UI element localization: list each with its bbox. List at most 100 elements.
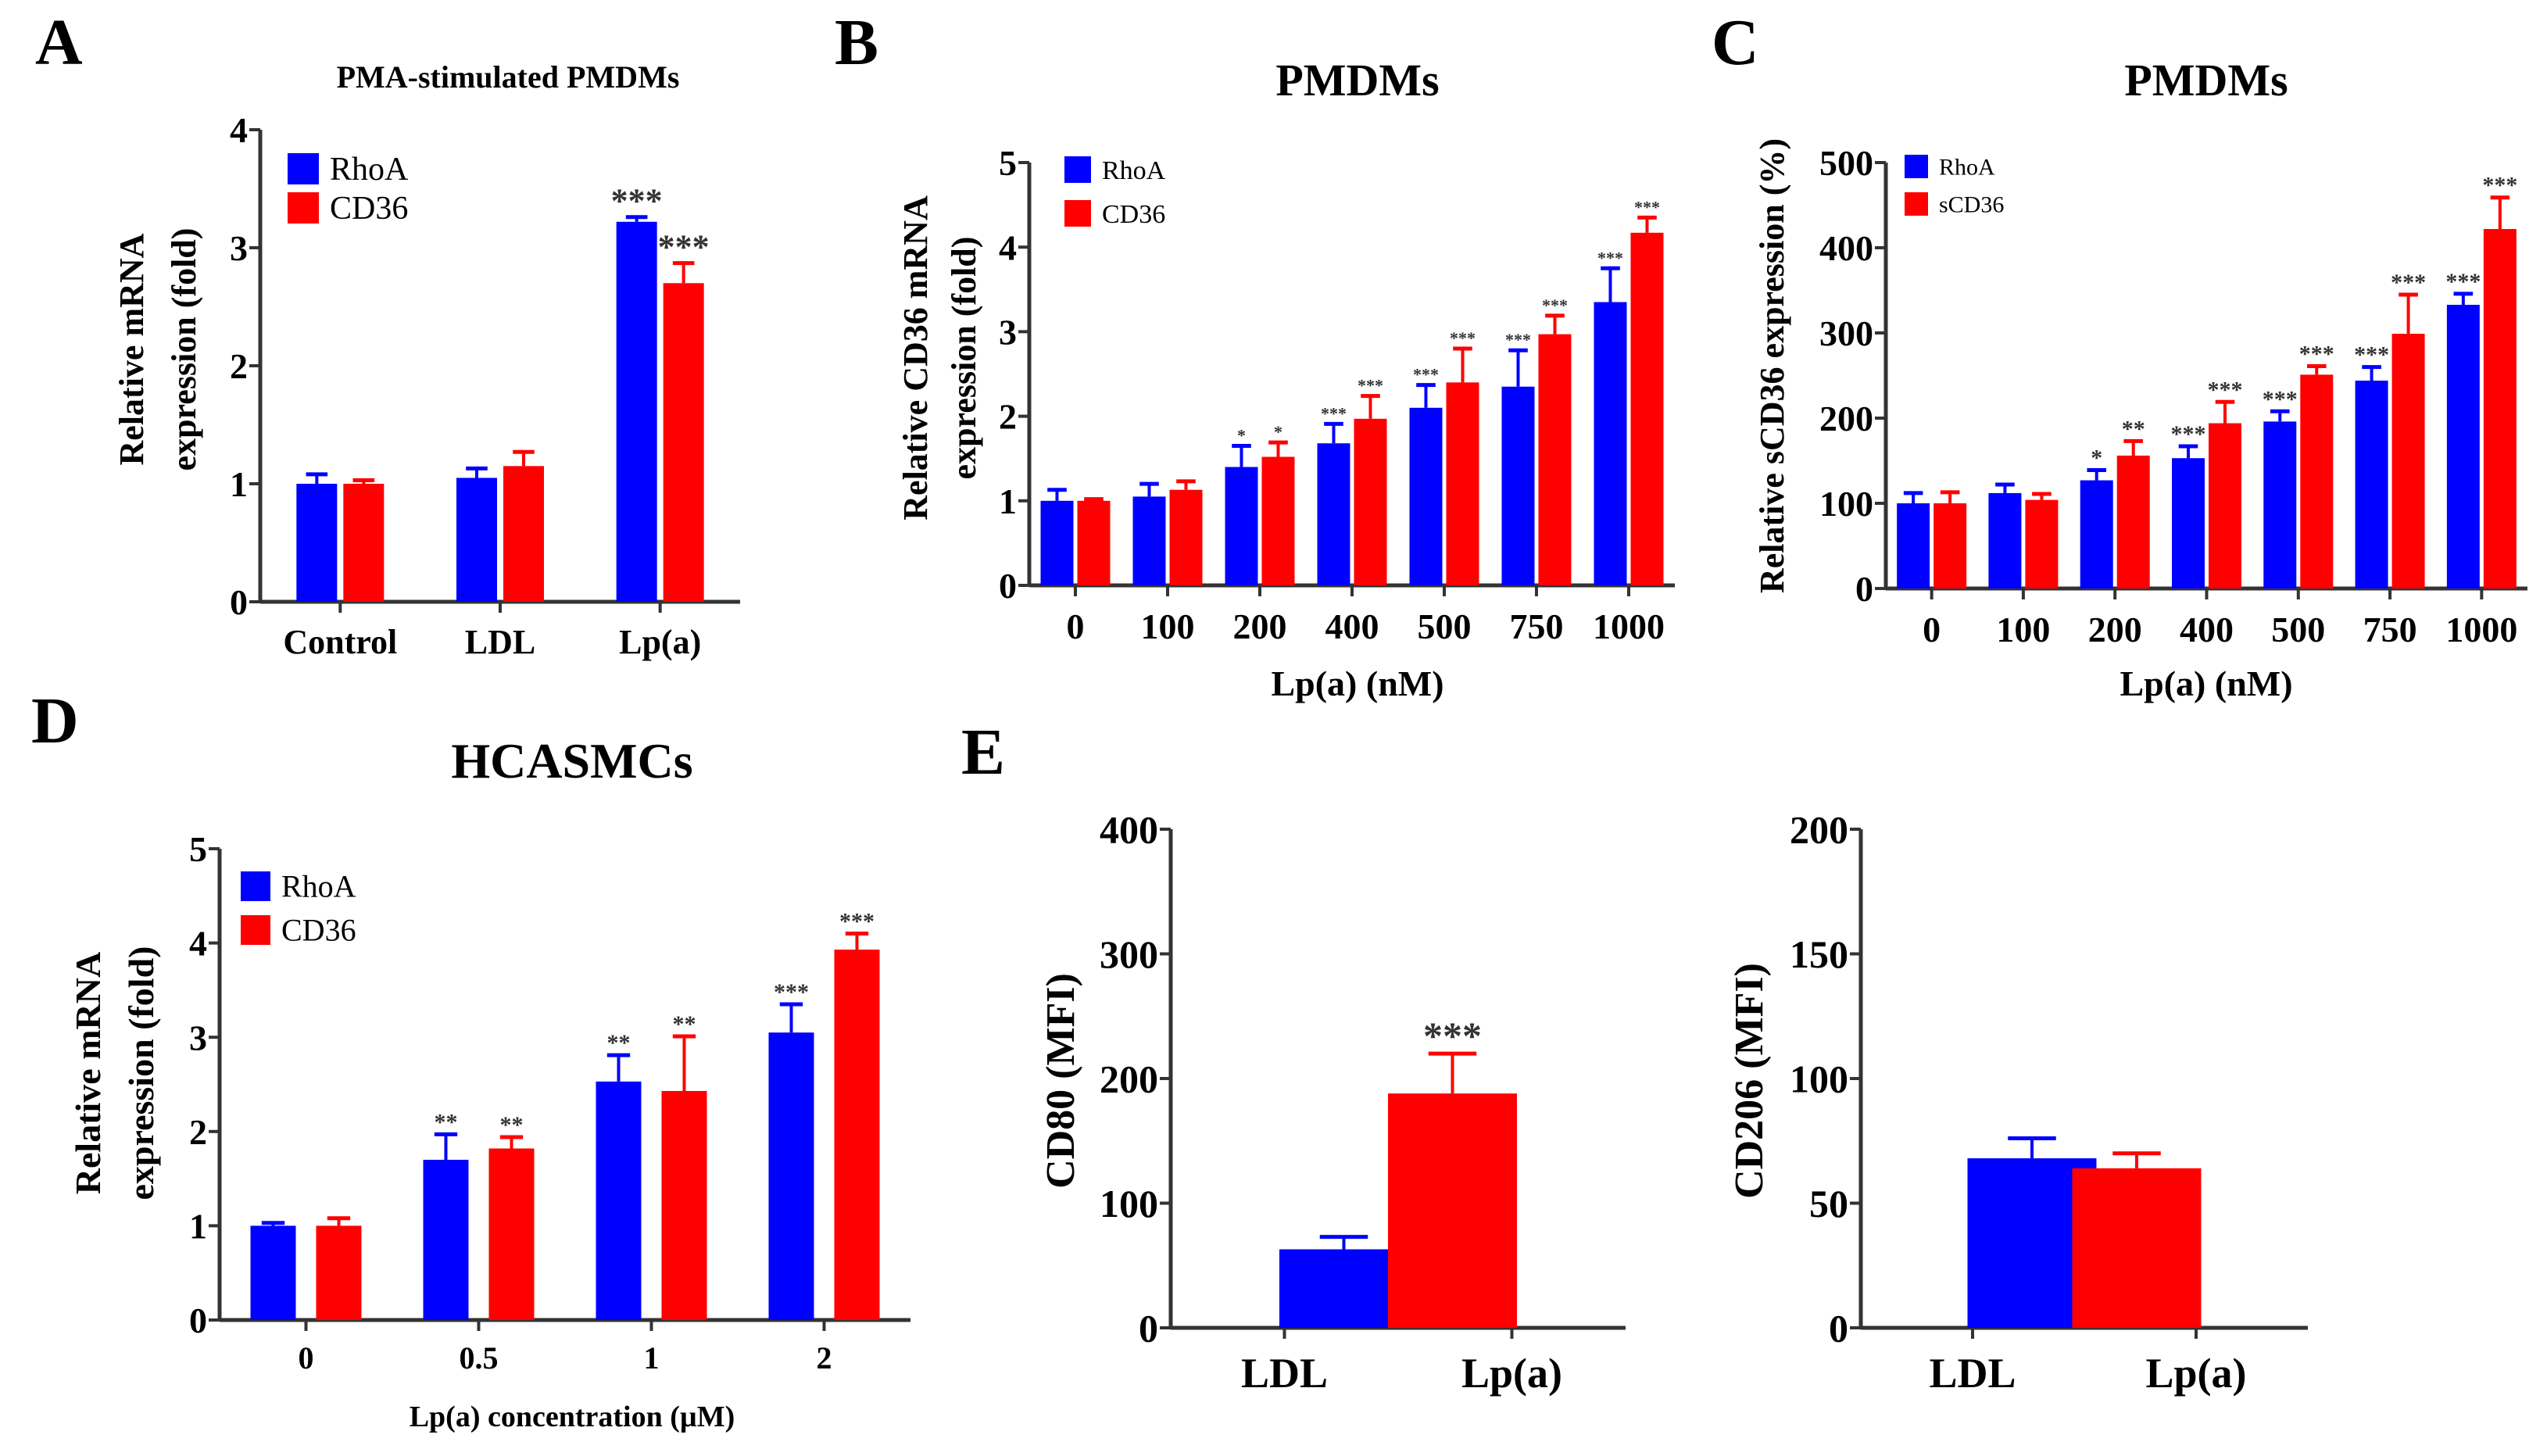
x-tick-label: 1: [644, 1340, 660, 1376]
significance-stars: **: [500, 1112, 524, 1138]
legend-swatch-rhoa: [241, 871, 270, 901]
significance-stars: **: [673, 1011, 696, 1037]
x-tick-label: 200: [2088, 610, 2142, 649]
bar-cd36: [488, 1148, 535, 1320]
x-tick-label: Control: [283, 623, 397, 661]
y-tick-label: 150: [1790, 932, 1848, 976]
y-tick-label: 5: [189, 829, 207, 869]
panel-letter: C: [1712, 6, 1759, 79]
x-tick-label: 400: [1325, 606, 1379, 646]
x-tick-label: 500: [2271, 610, 2325, 649]
bar-cd36: [1077, 500, 1111, 585]
legend-swatch-rhoa: [1064, 156, 1091, 183]
y-tick-label: 300: [1819, 313, 1873, 353]
y-tick-label: 300: [1100, 932, 1158, 976]
x-tick-label: 500: [1418, 606, 1472, 646]
y-tick-label: 2: [999, 397, 1017, 437]
bar-rhoa: [2172, 458, 2205, 588]
bar-mfi: [1279, 1249, 1408, 1328]
x-tick-label: 0.5: [460, 1340, 499, 1376]
y-tick-label: 3: [189, 1018, 207, 1057]
bar-cd36: [834, 950, 880, 1320]
y-tick-label: 400: [1100, 808, 1158, 852]
x-tick-label: 750: [2363, 610, 2417, 649]
significance-stars: ***: [611, 182, 663, 220]
bar-rhoa: [1040, 500, 1074, 585]
legend-label: RhoA: [330, 152, 409, 188]
y-tick-label: 0: [1139, 1307, 1158, 1350]
y-tick-label: 0: [189, 1300, 207, 1340]
legend-swatch-cd36: [1064, 200, 1091, 227]
x-tick-label: 1000: [1593, 606, 1665, 646]
panel-letter: D: [31, 685, 79, 757]
significance-stars: ***: [1634, 197, 1660, 216]
y-tick-label: 5: [999, 143, 1017, 183]
bar-rhoa: [456, 478, 497, 602]
x-axis-label: Lp(a) (nM): [1271, 664, 1443, 703]
bar-rhoa: [616, 221, 657, 602]
significance-stars: ***: [1358, 376, 1383, 395]
significance-stars: ***: [2299, 342, 2334, 367]
panel-d: D HCASMCs 0 1 2 3 4 5 Relative mRNA expression (f…: [31, 685, 910, 1433]
bar-rhoa: [768, 1032, 814, 1320]
bar-cd36: [663, 283, 704, 602]
significance-stars: ***: [1423, 1014, 1482, 1057]
significance-stars: ***: [2263, 386, 2298, 412]
y-axis-label: expression (fold): [165, 228, 203, 471]
significance-stars: *: [1237, 425, 1246, 445]
panel-a: A PMA-stimulated PMDMs 0 1 2 3 4 Relative mRNA e…: [35, 6, 740, 661]
x-tick-label: LDL: [1929, 1350, 2016, 1397]
significance-stars: ***: [1450, 328, 1476, 348]
bar-rhoa: [423, 1159, 469, 1320]
bar-rhoa: [2446, 305, 2480, 588]
chart-title: PMDMs: [1275, 55, 1439, 106]
chart-title: HCASMCs: [451, 733, 692, 789]
bar-rhoa: [1594, 302, 1627, 585]
legend-swatch-rhoa: [288, 153, 319, 184]
bar-cd36: [1354, 418, 1387, 585]
bar-rhoa: [1897, 503, 1930, 588]
significance-stars: *: [1274, 422, 1282, 442]
x-tick-label: 200: [1233, 606, 1287, 646]
significance-stars: ***: [2391, 270, 2426, 295]
bar-cd36: [661, 1090, 707, 1320]
bar-cd36: [316, 1225, 362, 1320]
bar-rhoa: [2263, 421, 2297, 588]
legend-label: sCD36: [1939, 192, 2004, 218]
significance-stars: **: [435, 1109, 458, 1135]
x-tick-label: 750: [1510, 606, 1564, 646]
significance-stars: ***: [2354, 342, 2389, 368]
y-tick-label: 1: [189, 1207, 207, 1247]
bar-rhoa: [1988, 492, 2022, 588]
y-tick-label: 1: [999, 481, 1017, 521]
bar-rhoa: [2355, 381, 2388, 588]
y-axis-label: Relative mRNA: [113, 233, 151, 465]
bar-cd36: [1446, 382, 1479, 585]
y-axis-label: expression (fold): [945, 237, 983, 480]
significance-stars: **: [607, 1030, 631, 1056]
bar-rhoa: [2080, 480, 2113, 588]
significance-stars: ***: [774, 979, 809, 1005]
x-tick-label: Lp(a): [619, 623, 701, 661]
bar-scd36: [2483, 229, 2517, 588]
y-tick-label: 2: [189, 1112, 207, 1152]
bar-rhoa: [296, 484, 338, 602]
y-tick-label: 0: [999, 566, 1017, 606]
significance-stars: ***: [1542, 295, 1568, 315]
y-tick-label: 200: [1100, 1057, 1158, 1101]
bar-cd36: [1169, 489, 1203, 585]
x-tick-label: LDL: [465, 623, 535, 661]
significance-stars: ***: [1321, 403, 1347, 423]
bar-scd36: [1934, 503, 1967, 588]
y-tick-label: 0: [1829, 1307, 1848, 1350]
bar-cd36: [503, 466, 544, 602]
y-tick-label: 100: [1100, 1182, 1158, 1225]
significance-stars: ***: [1597, 248, 1623, 267]
bar-rhoa: [1132, 496, 1166, 585]
bar-cd36: [1630, 232, 1664, 585]
x-tick-label: Lp(a): [1461, 1350, 1562, 1397]
significance-stars: ***: [658, 228, 710, 267]
bar-rhoa: [1409, 407, 1443, 585]
significance-stars: ***: [2445, 269, 2481, 295]
